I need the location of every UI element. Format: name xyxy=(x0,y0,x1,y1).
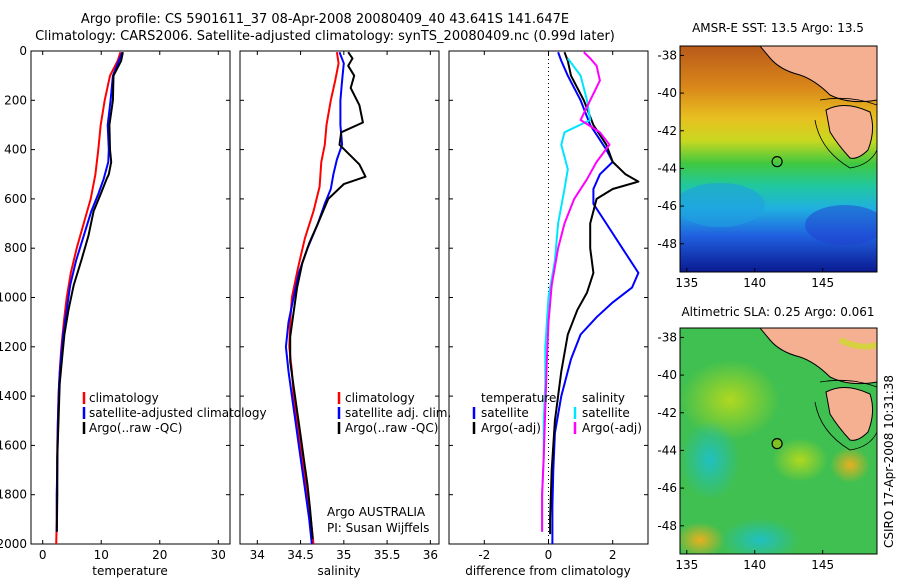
map-y-tick-label: -46 xyxy=(657,199,677,213)
y-tick-label: 200 xyxy=(4,93,27,107)
map-y-tick-label: -44 xyxy=(657,161,677,175)
temperature-panel-frame xyxy=(30,50,231,545)
series-line-climatology xyxy=(55,51,122,545)
legend-label-satellite: satellite-adjusted climatology xyxy=(89,406,267,420)
temperature-legend: climatology satellite-adjusted climatolo… xyxy=(82,391,267,435)
series-line-salinity-satellite xyxy=(541,57,592,532)
bathymetry-contour xyxy=(814,97,877,169)
difference-axis-label: difference from climatology xyxy=(465,564,631,578)
map-y-tick-label: -48 xyxy=(657,519,677,533)
map-x-tick-label: 145 xyxy=(811,558,834,572)
sla-low-patch xyxy=(680,420,740,500)
sst-map-frame xyxy=(679,45,878,273)
sla-coastal-band xyxy=(838,337,877,350)
series-line-argo-raw-qc xyxy=(55,51,124,532)
sla-map-title: Altimetric SLA: 0.25 Argo: 0.061 xyxy=(681,305,874,319)
map-x-tick-label: 135 xyxy=(675,276,698,290)
x-tick-label: 10 xyxy=(94,548,109,562)
x-tick-label: 2 xyxy=(609,548,617,562)
series-line-satellite-adj-clim xyxy=(284,51,345,545)
y-tick-label: 1600 xyxy=(0,438,27,452)
salinity-legend: climatology satellite adj. clim. Argo(..… xyxy=(327,391,451,535)
sla-high-patch xyxy=(772,438,828,482)
csiro-timestamp: CSIRO 17-Apr-2008 10:31:38 xyxy=(882,374,896,548)
y-tick-label: 800 xyxy=(4,241,27,255)
x-tick-label: -2 xyxy=(478,548,490,562)
difference-legend: temperature satellite Argo(-adj) salinit… xyxy=(472,391,642,435)
sla-high-patch xyxy=(680,360,780,440)
y-tick-label: 1000 xyxy=(0,291,27,305)
x-tick-label: 20 xyxy=(152,548,167,562)
sst-cool-patch xyxy=(680,183,765,227)
x-tick-label: 30 xyxy=(211,548,226,562)
sla-high-patch xyxy=(830,447,870,483)
legend-label-temp-satellite: satellite xyxy=(481,406,529,420)
legend-label-satellite: satellite adj. clim. xyxy=(345,406,451,420)
map-y-tick-label: -44 xyxy=(657,443,677,457)
tasmania-landmass xyxy=(825,387,874,441)
annotation-argo-australia: Argo AUSTRALIA xyxy=(327,505,426,519)
y-tick-label: 400 xyxy=(4,143,27,157)
y-tick-label: 1800 xyxy=(0,488,27,502)
x-tick-label: 35.5 xyxy=(374,548,401,562)
salinity-axis-label: salinity xyxy=(317,564,360,578)
series-line-climatology xyxy=(288,52,340,545)
bathymetry-contour xyxy=(814,379,877,451)
map-y-tick-label: -38 xyxy=(657,48,677,62)
y-tick-label: 2000 xyxy=(0,537,27,551)
mainland-landmass xyxy=(759,46,877,103)
legend-heading-temperature: temperature xyxy=(481,391,556,405)
x-tick-label: 36 xyxy=(423,548,438,562)
x-tick-label: 35 xyxy=(336,548,351,562)
sla-map-frame xyxy=(679,327,878,555)
tasmania-landmass xyxy=(825,105,874,159)
sst-cool-patch xyxy=(805,205,877,245)
series-line-argo-raw-qc xyxy=(289,51,367,540)
legend-label-argo: Argo(..raw -QC) xyxy=(89,421,182,435)
x-tick-label: 34.5 xyxy=(287,548,314,562)
map-y-tick-label: -40 xyxy=(657,368,677,382)
y-tick-label: 0 xyxy=(19,44,27,58)
legend-label-climatology: climatology xyxy=(345,391,415,405)
x-tick-label: 34 xyxy=(250,548,265,562)
map-x-tick-label: 140 xyxy=(743,276,766,290)
map-x-tick-label: 135 xyxy=(675,558,698,572)
legend-label-sal-argo: Argo(-adj) xyxy=(582,421,642,435)
chart-title-line1: Argo profile: CS 5901611_37 08-Apr-2008 … xyxy=(80,12,570,27)
series-line-temperature-satellite xyxy=(551,51,640,544)
map-x-tick-label: 140 xyxy=(743,558,766,572)
annotation-pi-name: PI: Susan Wijffels xyxy=(327,521,429,535)
chart-title-line2: Climatology: CARS2006. Satellite-adjuste… xyxy=(35,29,615,44)
x-tick-label: 0 xyxy=(39,548,47,562)
legend-label-sal-satellite: satellite xyxy=(582,406,630,420)
map-y-tick-label: -46 xyxy=(657,481,677,495)
y-tick-label: 1200 xyxy=(0,340,27,354)
legend-heading-salinity: salinity xyxy=(582,391,625,405)
sst-map-title: AMSR-E SST: 13.5 Argo: 13.5 xyxy=(692,21,864,35)
y-tick-label: 600 xyxy=(4,192,27,206)
argo-position-marker xyxy=(771,438,783,450)
x-tick-label: 0 xyxy=(545,548,553,562)
legend-label-argo: Argo(..raw -QC) xyxy=(345,421,438,435)
series-line-salinity-argo-adj xyxy=(541,51,611,532)
map-y-tick-label: -48 xyxy=(657,237,677,251)
map-y-tick-label: -42 xyxy=(657,406,677,420)
sst-map xyxy=(680,46,877,272)
sla-low-patch xyxy=(720,518,800,554)
map-x-tick-label: 145 xyxy=(811,276,834,290)
sla-high-patch xyxy=(680,522,725,554)
temperature-axis-label: temperature xyxy=(92,564,167,578)
y-tick-label: 1400 xyxy=(0,389,27,403)
argo-position-marker xyxy=(771,156,783,168)
map-y-tick-label: -42 xyxy=(657,124,677,138)
legend-label-temp-argo: Argo(-adj) xyxy=(481,421,541,435)
map-y-tick-label: -40 xyxy=(657,86,677,100)
legend-label-climatology: climatology xyxy=(89,391,159,405)
map-y-tick-label: -38 xyxy=(657,330,677,344)
